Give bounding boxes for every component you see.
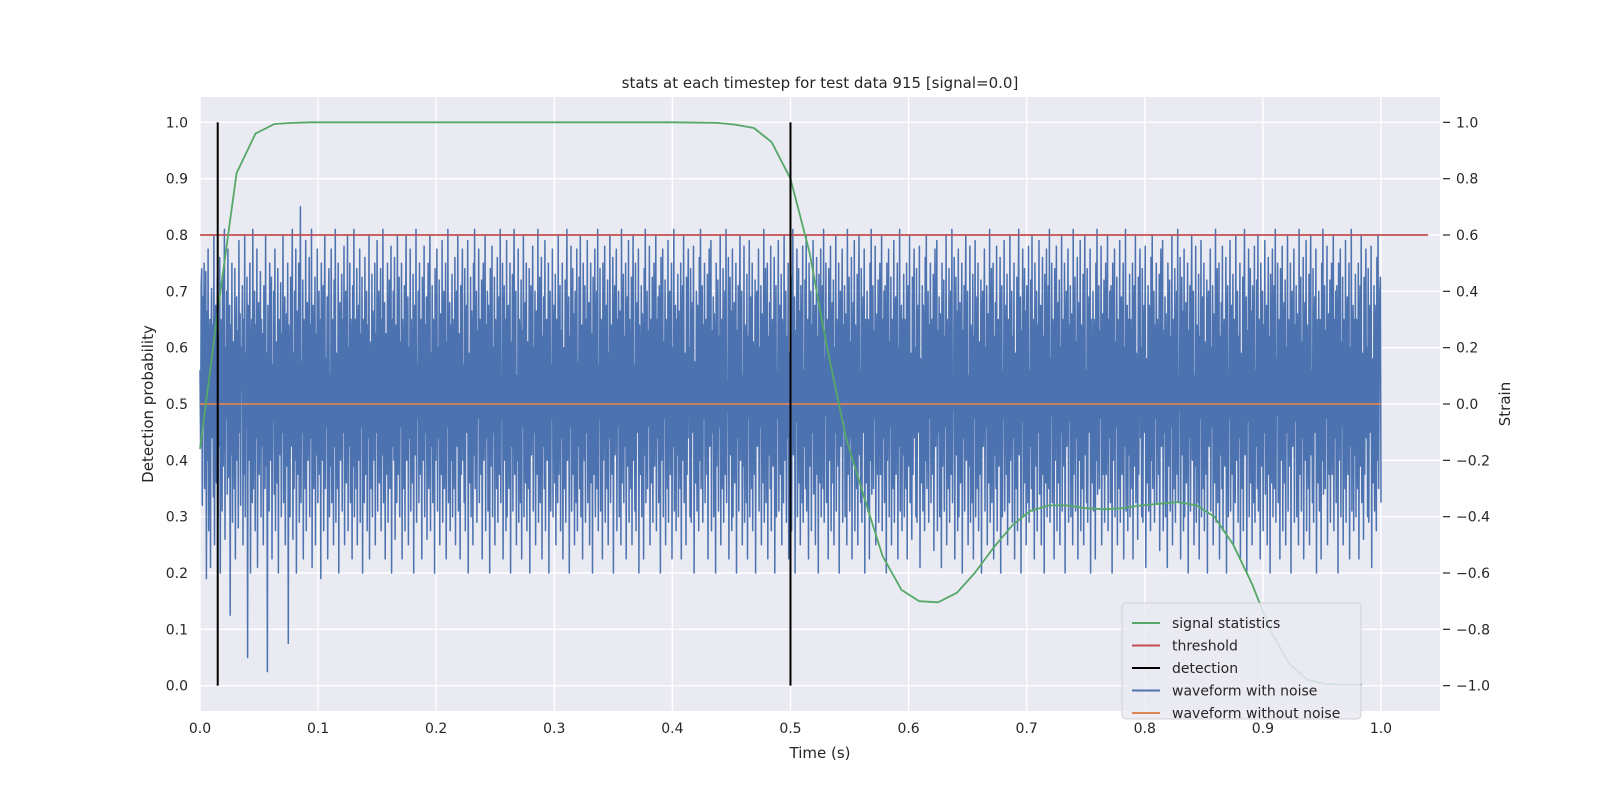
y-tick-label-right: −0.2	[1456, 453, 1490, 469]
series-signal-statistics	[199, 121, 1363, 686]
y-tick-label-left: 0.9	[166, 172, 188, 188]
legend-label: waveform without noise	[1172, 706, 1340, 722]
x-axis-title: Time (s)	[789, 744, 851, 762]
legend-label: signal statistics	[1172, 616, 1280, 632]
x-tick-label: 0.5	[779, 721, 801, 737]
y-tick-label-left: 0.2	[166, 566, 188, 582]
legend-label: waveform with noise	[1172, 684, 1317, 700]
y-tick-label-left: 0.6	[166, 341, 188, 357]
x-tick-label: 1.0	[1370, 721, 1392, 737]
y-axis-title-right: Strain	[1496, 382, 1514, 426]
y-tick-label-right: −0.8	[1456, 622, 1490, 638]
x-tick-label: 0.9	[1252, 721, 1274, 737]
legend-box	[1121, 602, 1362, 720]
right-y-axis: −1.0 −0.8 −0.6 −0.4 −0.2 0.0 0.2 0.4 0.6 0.8 1.0	[1443, 115, 1490, 695]
series-detection	[216, 122, 792, 686]
y-tick-label-right: 1.0	[1456, 115, 1478, 131]
y-tick-label-left: 0.1	[166, 622, 188, 638]
left-y-axis: 0.0 0.1 0.2 0.3 0.4 0.5 0.6 0.7 0.8 0.9 1.0	[166, 115, 188, 694]
y-tick-label-right: −1.0	[1456, 679, 1490, 695]
series-layer	[199, 121, 1429, 686]
y-tick-label-left: 0.4	[166, 453, 188, 469]
x-tick-label: 0.0	[189, 721, 211, 737]
y-tick-label-right: 0.6	[1456, 228, 1478, 244]
y-tick-label-left: 1.0	[166, 115, 188, 131]
legend: signal statistics threshold detection wavef…	[1121, 602, 1362, 722]
y-tick-label-right: −0.4	[1456, 510, 1490, 526]
y-tick-label-right: −0.6	[1456, 566, 1490, 582]
y-axis-title-left: Detection probability	[139, 325, 157, 483]
x-axis: 0.0 0.1 0.2 0.3 0.4 0.5 0.6 0.7 0.8 0.9 1.0	[189, 721, 1392, 737]
y-tick-label-left: 0.5	[166, 397, 188, 413]
y-tick-label-left: 0.7	[166, 284, 188, 300]
y-tick-label-right: 0.0	[1456, 397, 1478, 413]
x-tick-label: 0.1	[307, 721, 329, 737]
x-tick-label: 0.8	[1134, 721, 1156, 737]
x-tick-label: 0.2	[425, 721, 447, 737]
x-tick-label: 0.4	[661, 721, 683, 737]
x-tick-label: 0.6	[897, 721, 919, 737]
legend-label: detection	[1172, 661, 1238, 677]
y-tick-label-right: 0.8	[1456, 172, 1478, 188]
x-tick-label: 0.3	[543, 721, 565, 737]
y-tick-label-left: 0.3	[166, 510, 188, 526]
legend-label: threshold	[1172, 639, 1238, 655]
y-tick-label-left: 0.8	[166, 228, 188, 244]
y-tick-label-right: 0.2	[1456, 341, 1478, 357]
x-tick-label: 0.7	[1016, 721, 1038, 737]
y-tick-label-right: 0.4	[1456, 284, 1478, 300]
chart-title: stats at each timestep for test data 915…	[622, 74, 1019, 92]
y-tick-label-left: 0.0	[166, 679, 188, 695]
